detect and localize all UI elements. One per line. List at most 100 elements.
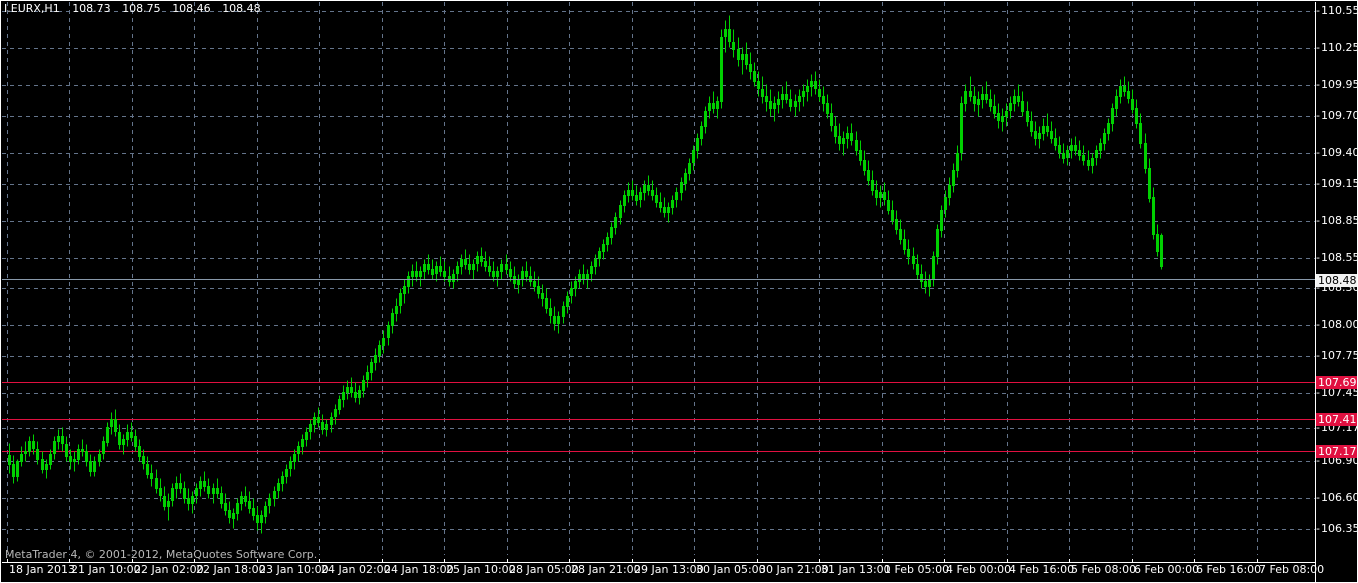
price-tick-dash: - (1316, 41, 1320, 54)
price-tick-text: 107.45 (1321, 386, 1358, 399)
quote-low: 108.46 (172, 2, 211, 15)
price-tick-dash: - (1316, 4, 1320, 17)
time-tick-mark (7, 559, 8, 563)
time-tick-label: 23 Jan 10:00 (259, 563, 329, 576)
candle-body (179, 483, 182, 489)
candle-body (639, 192, 642, 200)
time-tick-mark (1007, 559, 1008, 563)
price-tick-label: -108.85 (1316, 215, 1357, 227)
candle-body (1046, 126, 1049, 132)
candle-body (846, 133, 849, 139)
time-tick-mark (1132, 559, 1133, 563)
current-price-label: 108.48 (1316, 274, 1357, 287)
time-tick-mark (632, 559, 633, 563)
candle-body (150, 473, 153, 479)
candle-body (1099, 143, 1102, 151)
candle-body (256, 515, 259, 523)
horizontal-line-group (2, 382, 1315, 452)
price-scale[interactable]: -110.55 -110.25 -109.95 -109.70 -109.40 -109.… (1316, 2, 1358, 582)
candle-body (728, 29, 731, 42)
candle-body (635, 195, 638, 201)
candle-body (480, 256, 483, 262)
candle-body (500, 264, 503, 272)
time-tick-label: 5 Feb 08:00 (1071, 563, 1137, 576)
time-scale[interactable]: 18 Jan 2013 21 Jan 10:00 22 Jan 02:00 22 Ja… (2, 559, 1357, 582)
time-tick-label: 22 Jan 02:00 (134, 563, 204, 576)
candle-body (1050, 131, 1053, 139)
candle-body (773, 103, 776, 109)
chart-plot-area[interactable] (2, 2, 1315, 555)
candle-body (293, 454, 296, 462)
candle-body (952, 170, 955, 186)
candle-body (623, 195, 626, 206)
time-tick-label: 18 Jan 2013 (9, 563, 75, 576)
horizontal-line-price-label[interactable]: 107.69 (1316, 376, 1357, 389)
candle-body (122, 439, 125, 445)
quote-close: 108.48 (222, 2, 261, 15)
candlestick-series (8, 15, 1163, 534)
candle-body (370, 362, 373, 373)
candle-body (69, 456, 72, 462)
candle-body (594, 259, 597, 267)
candle-body (969, 91, 972, 97)
candle-body (354, 392, 357, 398)
candle-body (700, 126, 703, 139)
candle-body (891, 210, 894, 221)
candle-body (273, 491, 276, 499)
grid-lines (2, 2, 1315, 555)
candle-body (838, 136, 841, 144)
candle-body (492, 271, 495, 277)
time-tick-mark (694, 559, 695, 563)
candle-body (16, 461, 19, 477)
time-tick-label: 25 Jan 10:00 (446, 563, 516, 576)
candle-body (863, 160, 866, 171)
candle-body (77, 449, 80, 460)
candle-body (1144, 143, 1147, 169)
time-tick-mark (319, 559, 320, 563)
candle-body (850, 133, 853, 141)
candle-body (387, 325, 390, 338)
candle-body (134, 436, 137, 447)
candle-body (505, 264, 508, 270)
candle-body (142, 456, 145, 464)
candle-body (981, 94, 984, 100)
candle-body (93, 461, 96, 472)
candle-body (443, 271, 446, 277)
candle-body (212, 488, 215, 494)
horizontal-line-price-label[interactable]: 107.17 (1316, 445, 1357, 458)
candle-body (452, 274, 455, 282)
candle-body (798, 96, 801, 102)
candle-body (1009, 103, 1012, 111)
candle-body (822, 96, 825, 104)
candle-body (36, 449, 39, 460)
price-tick-dash: - (1316, 177, 1320, 190)
candle-body (1115, 96, 1118, 109)
candle-body (883, 192, 886, 200)
candle-body (741, 54, 744, 60)
candle-body (964, 91, 967, 104)
horizontal-line-price-label[interactable]: 107.41 (1316, 413, 1357, 426)
candle-body (814, 81, 817, 89)
time-tick-label: 30 Jan 21:00 (759, 563, 829, 576)
candle-body (777, 99, 780, 105)
candle-body (806, 86, 809, 92)
candle-body (541, 293, 544, 299)
candle-body (1095, 150, 1098, 158)
candle-body (509, 269, 512, 277)
candle-body (834, 126, 837, 137)
candle-body (415, 271, 418, 277)
candle-body (203, 481, 206, 487)
time-tick-mark (882, 559, 883, 563)
symbol-period-label: I.EURX,H1 (4, 2, 60, 15)
candle-body (1058, 145, 1061, 153)
candle-body (1013, 96, 1016, 104)
candle-body (460, 259, 463, 267)
candle-body (301, 439, 304, 447)
price-tick-text: 109.15 (1321, 177, 1358, 190)
price-tick-text: 106.60 (1321, 491, 1358, 504)
candle-body (557, 316, 560, 324)
candle-body (769, 101, 772, 109)
candle-body (875, 190, 878, 198)
candle-body (810, 81, 813, 87)
